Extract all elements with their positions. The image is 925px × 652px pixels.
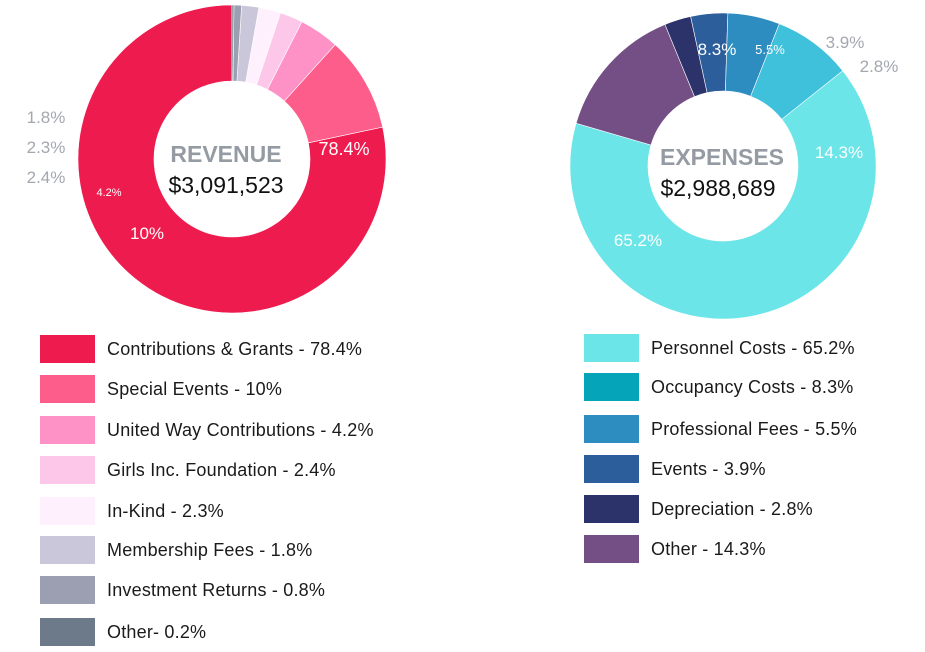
expenses-legend-item-occupancy-costs: Occupancy Costs - 8.3% (584, 373, 853, 401)
revenue-slice-contributions-and-grants (77, 4, 387, 314)
revenue-legend-label-contributions-and-grants: Contributions & Grants - 78.4% (107, 338, 363, 359)
revenue-legend-item-special-events: Special Events - 10% (40, 375, 282, 403)
expenses-data-label-professional-fees: 5.5% (755, 42, 785, 57)
expenses-legend-label-other: Other - 14.3% (651, 538, 766, 559)
revenue-legend-swatch-membership-fees (40, 536, 95, 564)
expenses-slice-occupancy-costs (750, 23, 844, 120)
expenses-donut (569, 12, 877, 320)
revenue-donut (77, 4, 387, 314)
revenue-legend-swatch-other (40, 618, 95, 646)
expenses-data-label-depreciation: 2.8% (860, 57, 899, 76)
revenue-slice-membership-fees (236, 4, 260, 83)
revenue-data-label-contributions-and-grants: 78.4% (318, 139, 369, 159)
revenue-title: REVENUE (170, 141, 281, 167)
revenue-legend-swatch-investment-returns (40, 576, 95, 604)
expenses-legend-swatch-depreciation (584, 495, 639, 523)
expenses-legend-label-professional-fees: Professional Fees - 5.5% (651, 418, 857, 439)
revenue-data-label-united-way-contributions: 4.2% (96, 187, 121, 199)
revenue-slice-in-kind (245, 7, 281, 86)
revenue-data-label-in-kind: 2.3% (27, 138, 66, 157)
expenses-legend-label-events: Events - 3.9% (651, 458, 766, 479)
revenue-legend-swatch-contributions-and-grants (40, 335, 95, 363)
revenue-legend-item-in-kind: In-Kind - 2.3% (40, 497, 224, 525)
revenue-data-label-special-events: 10% (130, 224, 164, 243)
revenue-slice-investment-returns (232, 4, 242, 82)
expenses-data-label-other: 14.3% (815, 143, 863, 162)
revenue-legend-item-contributions-and-grants: Contributions & Grants - 78.4% (40, 335, 362, 363)
revenue-legend-item-membership-fees: Membership Fees - 1.8% (40, 536, 312, 564)
expenses-legend-label-depreciation: Depreciation - 2.8% (651, 498, 813, 519)
expenses-legend-item-events: Events - 3.9% (584, 455, 766, 483)
revenue-total: $3,091,523 (168, 172, 283, 198)
revenue-legend-swatch-united-way-contributions (40, 416, 95, 444)
expenses-legend-swatch-events (584, 455, 639, 483)
revenue-legend-item-other: Other- 0.2% (40, 618, 206, 646)
expenses-legend-label-occupancy-costs: Occupancy Costs - 8.3% (651, 376, 854, 397)
expenses-legend-item-personnel-costs: Personnel Costs - 65.2% (584, 334, 855, 362)
revenue-legend-item-united-way-contributions: United Way Contributions - 4.2% (40, 416, 374, 444)
revenue-legend-label-special-events: Special Events - 10% (107, 378, 283, 399)
revenue-legend-swatch-in-kind (40, 497, 95, 525)
revenue-slice-girls-inc-foundation (256, 12, 303, 90)
revenue-legend-label-girls-inc-foundation: Girls Inc. Foundation - 2.4% (107, 459, 336, 480)
revenue-legend-label-united-way-contributions: United Way Contributions - 4.2% (107, 419, 374, 440)
revenue-legend-swatch-special-events (40, 375, 95, 403)
revenue-legend-label-membership-fees: Membership Fees - 1.8% (107, 539, 313, 560)
expenses-legend-swatch-personnel-costs (584, 334, 639, 362)
expenses-legend-item-depreciation: Depreciation - 2.8% (584, 495, 813, 523)
revenue-slice-united-way-contributions (266, 21, 336, 102)
expenses-legend-item-other: Other - 14.3% (584, 535, 766, 563)
expenses-slice-personnel-costs (569, 70, 877, 320)
expenses-title: EXPENSES (660, 144, 784, 170)
revenue-data-label-girls-inc-foundation: 2.4% (27, 168, 66, 187)
expenses-legend-swatch-other (584, 535, 639, 563)
revenue-slice-other (231, 4, 235, 82)
expenses-legend-swatch-professional-fees (584, 415, 639, 443)
expenses-legend-swatch-occupancy-costs (584, 373, 639, 401)
expenses-legend-item-professional-fees: Professional Fees - 5.5% (584, 415, 857, 443)
revenue-data-label-membership-fees: 1.8% (27, 108, 66, 127)
expenses-total: $2,988,689 (660, 175, 775, 201)
revenue-slice-special-events (283, 44, 384, 144)
revenue-legend-item-investment-returns: Investment Returns - 0.8% (40, 576, 325, 604)
expenses-legend-label-personnel-costs: Personnel Costs - 65.2% (651, 337, 855, 358)
expenses-data-label-personnel-costs: 65.2% (614, 231, 662, 250)
revenue-legend-swatch-girls-inc-foundation (40, 456, 95, 484)
expenses-data-label-occupancy-costs: 8.3% (698, 40, 737, 59)
expenses-data-label-events: 3.9% (826, 33, 865, 52)
revenue-legend-label-investment-returns: Investment Returns - 0.8% (107, 579, 326, 600)
revenue-legend-label-in-kind: In-Kind - 2.3% (107, 500, 224, 521)
charts-canvas: REVENUE $3,091,523 EXPENSES $2,988,689 7… (27, 4, 899, 320)
revenue-legend-label-other: Other- 0.2% (107, 621, 207, 642)
revenue-legend-item-girls-inc-foundation: Girls Inc. Foundation - 2.4% (40, 456, 336, 484)
